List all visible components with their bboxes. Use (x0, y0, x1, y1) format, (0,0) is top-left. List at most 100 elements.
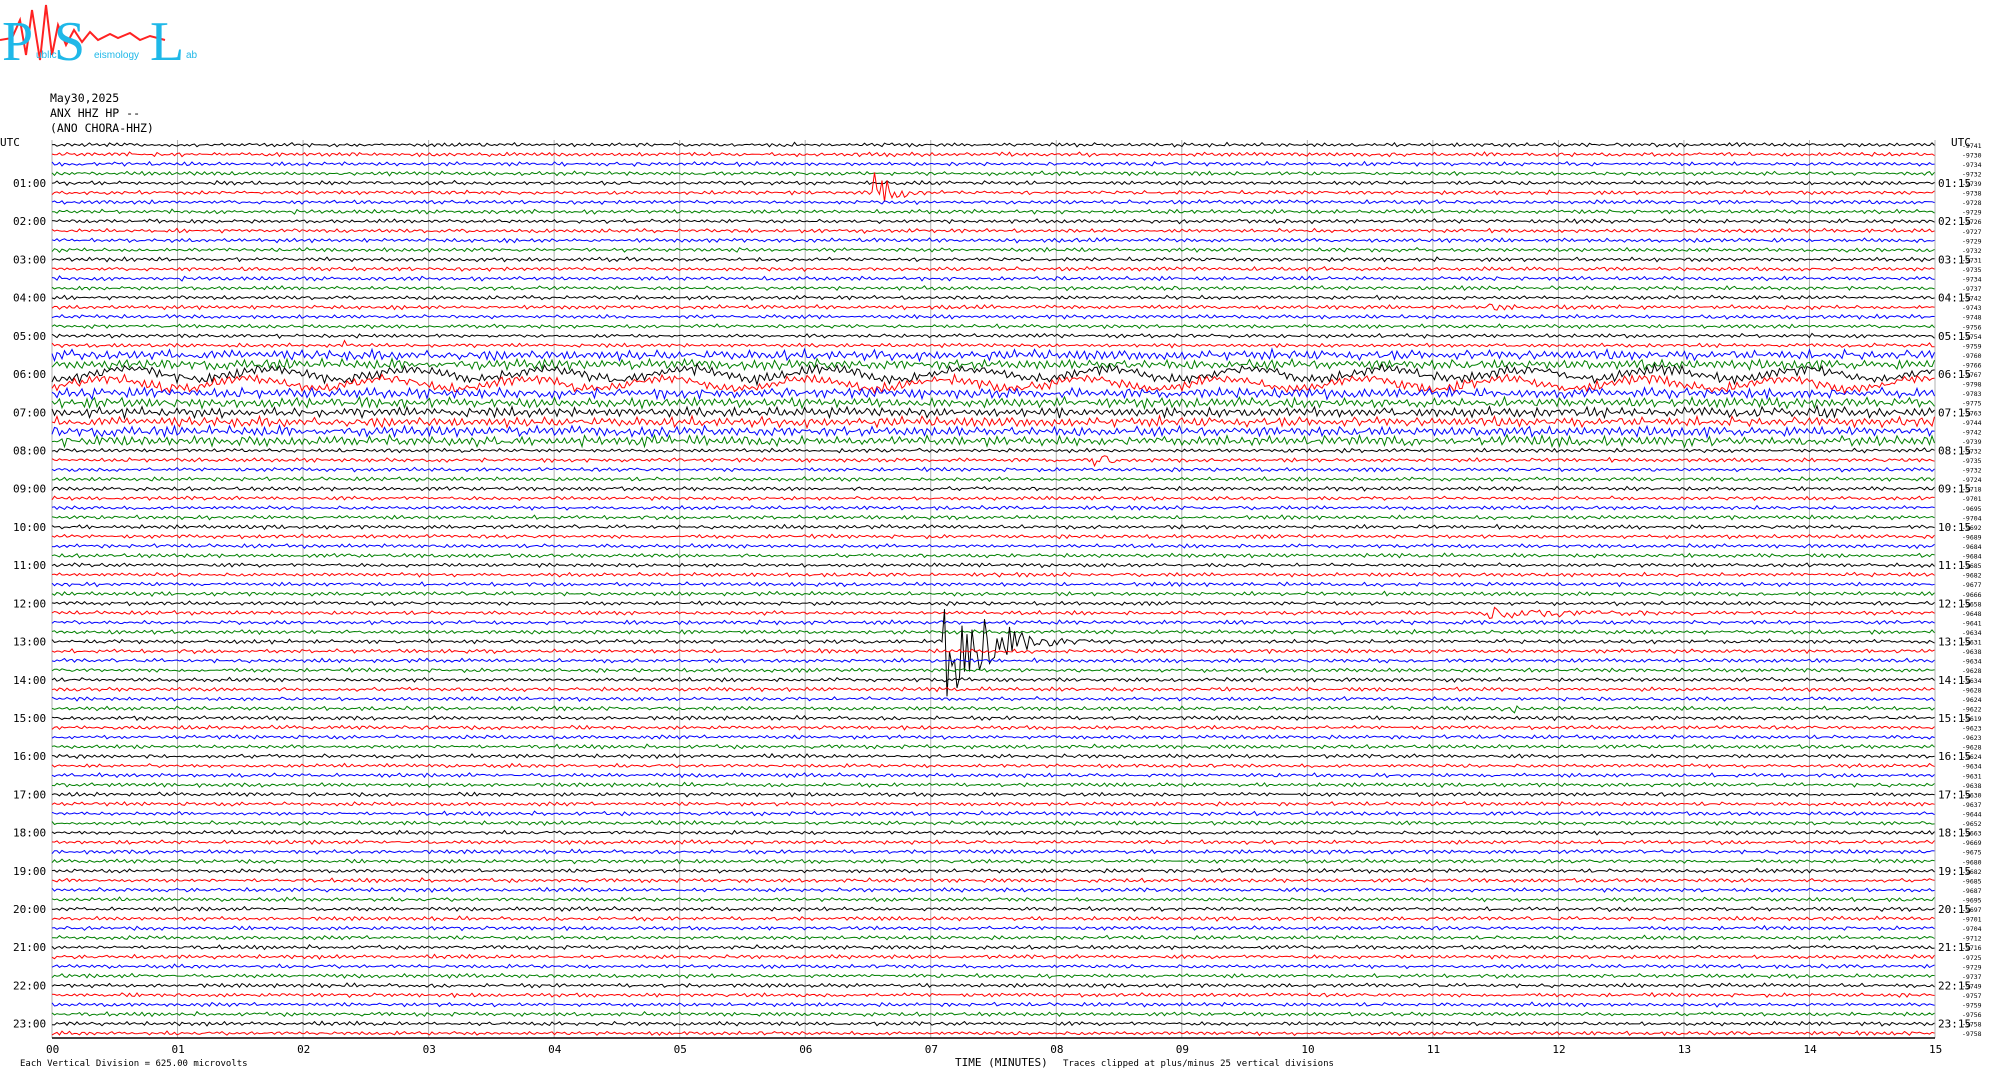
hour-label-left: 08:00 (13, 444, 46, 457)
row-offset-label: -9741 (1962, 142, 1982, 150)
row-offset-label: -9763 (1962, 409, 1982, 417)
trace-row (51, 423, 1935, 440)
hour-label-left: 15:00 (13, 712, 46, 725)
trace-row (51, 762, 1935, 769)
hour-label-right: 17:15 (1938, 788, 1971, 801)
trace-row (51, 705, 1935, 714)
row-offset-label: -9744 (1962, 419, 1982, 427)
trace-row (51, 303, 1935, 311)
x-tick-label: 03 (423, 1043, 436, 1056)
row-offset-label: -9732 (1962, 170, 1982, 178)
hour-label-left: 22:00 (13, 979, 46, 992)
row-offset-label: -9697 (1962, 906, 1982, 914)
row-offset-label: -9619 (1962, 715, 1982, 723)
row-offset-label: -9732 (1962, 447, 1982, 455)
row-offset-label: -9631 (1962, 639, 1982, 647)
row-offset-label: -9622 (1962, 705, 1982, 713)
x-tick-label: 02 (297, 1043, 310, 1056)
trace-row (51, 199, 1935, 206)
hour-label-right: 02:15 (1938, 215, 1971, 228)
trace-row (51, 533, 1935, 540)
row-offset-label: -9638 (1962, 648, 1982, 656)
trace-row (51, 347, 1935, 363)
trace-row (51, 313, 1935, 320)
row-offset-label: -9704 (1962, 925, 1982, 933)
row-offset-label: -9687 (1962, 887, 1982, 895)
x-tick-label: 10 (1301, 1043, 1314, 1056)
row-offset-label: -9637 (1962, 801, 1982, 809)
trace-row (51, 256, 1935, 263)
x-tick-label: 06 (799, 1043, 812, 1056)
row-offset-label: -9682 (1962, 572, 1982, 580)
hour-label-right: 07:15 (1938, 406, 1971, 419)
trace-row (51, 160, 1935, 168)
hour-label-left: 20:00 (13, 903, 46, 916)
x-tick-label: 00 (46, 1043, 59, 1056)
row-offset-label: -9695 (1962, 505, 1982, 513)
row-offset-label: -9689 (1962, 533, 1982, 541)
hour-label-left: 07:00 (13, 406, 46, 419)
trace-row (51, 455, 1935, 468)
trace-row (51, 619, 1935, 626)
trace-row (51, 867, 1935, 874)
trace-row (51, 858, 1935, 865)
row-offset-label: -9739 (1962, 180, 1982, 188)
x-tick-label: 15 (1929, 1043, 1942, 1056)
row-offset-label: -9725 (1962, 954, 1982, 962)
trace-row (51, 676, 1935, 683)
hour-label-right: 15:15 (1938, 712, 1971, 725)
hour-label-left: 01:00 (13, 177, 46, 190)
hour-label-right: 09:15 (1938, 483, 1971, 496)
hour-label-right: 08:15 (1938, 444, 1971, 457)
hour-label-left: 13:00 (13, 636, 46, 649)
row-offset-label: -9675 (1962, 849, 1982, 857)
trace-row (51, 991, 1935, 999)
hour-label-right: 21:15 (1938, 941, 1971, 954)
trace-row (51, 542, 1935, 550)
row-offset-label: -9737 (1962, 285, 1982, 293)
trace-row (51, 905, 1935, 913)
hour-label-right: 04:15 (1938, 292, 1971, 305)
trace-row (51, 552, 1935, 559)
row-offset-label: -9704 (1962, 514, 1982, 522)
x-tick-label: 09 (1176, 1043, 1189, 1056)
row-offset-label: -9775 (1962, 400, 1982, 408)
trace-row (52, 208, 1935, 215)
row-offset-label: -9712 (1962, 935, 1982, 943)
trace-row (51, 695, 1935, 702)
station-label: ANX HHZ HP -- (50, 106, 141, 120)
trace-row (51, 179, 1935, 187)
x-tick-label: 12 (1552, 1043, 1565, 1056)
row-offset-label: -9630 (1962, 791, 1982, 799)
row-offset-label: -9684 (1962, 543, 1982, 551)
hour-label-left: 04:00 (13, 292, 46, 305)
trace-row (51, 356, 1935, 373)
row-offset-label: -9735 (1962, 457, 1982, 465)
trace-row (51, 791, 1935, 798)
trace-row (51, 476, 1935, 483)
row-offset-label: -9729 (1962, 237, 1982, 245)
row-offset-label: -9767 (1962, 371, 1982, 379)
row-offset-label: -9737 (1962, 973, 1982, 981)
trace-row (51, 562, 1935, 569)
row-offset-label: -9701 (1962, 495, 1982, 503)
trace-row (51, 294, 1935, 301)
trace-row (51, 606, 1935, 619)
row-offset-label: -9684 (1962, 553, 1982, 561)
row-offset-label: -9756 (1962, 1011, 1982, 1019)
trace-row (51, 1030, 1935, 1037)
hour-label-left: 16:00 (13, 750, 46, 763)
footer-clip-note: Traces clipped at plus/minus 25 vertical… (1063, 1059, 1334, 1069)
hour-label-right: 10:15 (1938, 521, 1971, 534)
logo-letter-s: S (54, 11, 85, 73)
hour-label-left: 12:00 (13, 597, 46, 610)
row-offset-label: -9739 (1962, 438, 1982, 446)
row-offset-label: -9634 (1962, 677, 1982, 685)
trace-row (51, 886, 1935, 894)
row-offset-label: -9738 (1962, 190, 1982, 198)
hour-label-right: 23:15 (1938, 1018, 1971, 1031)
hour-label-right: 11:15 (1938, 559, 1971, 572)
x-tick-label: 11 (1427, 1043, 1440, 1056)
trace-row (51, 972, 1935, 980)
trace-row (51, 1001, 1935, 1008)
